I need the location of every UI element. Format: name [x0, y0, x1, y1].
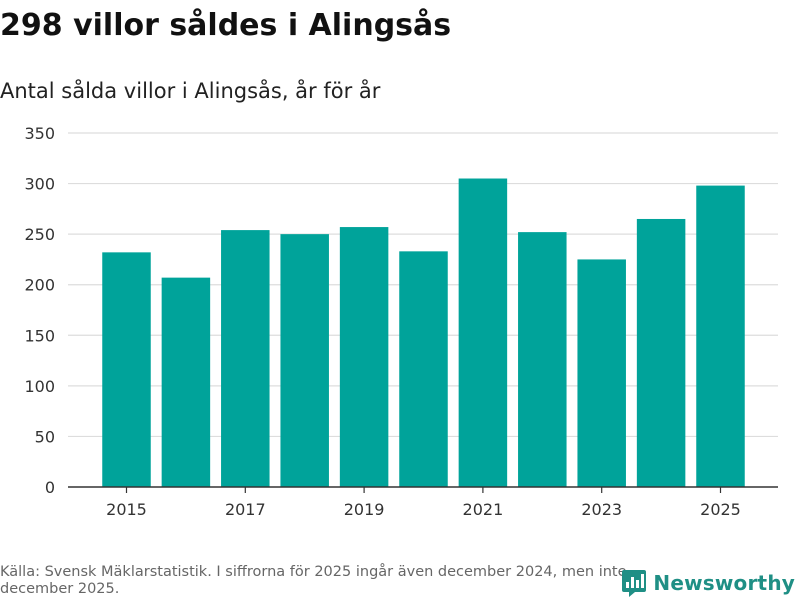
bar-chart-logo-icon — [622, 570, 647, 597]
axes: 0 50 100 150 200 250 300 350 2015 2017 2019 2021 202… — [24, 124, 778, 519]
bar-2017[interactable] — [221, 230, 270, 487]
y-tick-label: 50 — [35, 427, 55, 446]
bar-2023[interactable] — [577, 259, 626, 487]
bar-2016[interactable] — [161, 277, 211, 487]
bar-chart: 0 50 100 150 200 250 300 350 2015 2017 2019 2021 202… — [24, 124, 778, 519]
x-tick-label: 2015 — [106, 500, 147, 519]
bar-2022[interactable] — [518, 232, 567, 487]
bar-2021[interactable] — [458, 178, 508, 487]
bar-2020[interactable] — [399, 251, 448, 487]
x-tick-label: 2021 — [463, 500, 504, 519]
bar-2015[interactable] — [102, 252, 151, 487]
y-tick-label: 200 — [24, 276, 55, 295]
chart-subtitle: Antal sålda villor i Alingsås, år för år — [0, 79, 381, 103]
x-tick-label: 2019 — [344, 500, 385, 519]
bar-2019[interactable] — [339, 227, 389, 487]
bar-2024[interactable] — [636, 218, 686, 487]
x-tick-label: 2017 — [225, 500, 266, 519]
y-tick-label: 0 — [45, 478, 55, 497]
y-tick-label: 350 — [24, 124, 55, 143]
bar-2025[interactable] — [696, 185, 745, 487]
y-tick-label: 100 — [24, 377, 55, 396]
x-tick-label: 2023 — [581, 500, 622, 519]
bar-2018[interactable] — [280, 234, 329, 487]
brand-name: Newsworthy — [653, 571, 795, 595]
brand-logo[interactable]: Newsworthy — [621, 568, 795, 598]
bars — [102, 178, 745, 487]
source-note: Källa: Svensk Mäklarstatistik. I siffror… — [0, 564, 627, 597]
y-tick-label: 250 — [24, 225, 55, 244]
chart-title: 298 villor såldes i Alingsås — [0, 8, 452, 43]
y-tick-label: 150 — [24, 326, 55, 345]
x-tick-label: 2025 — [700, 500, 741, 519]
y-tick-label: 300 — [24, 175, 55, 194]
